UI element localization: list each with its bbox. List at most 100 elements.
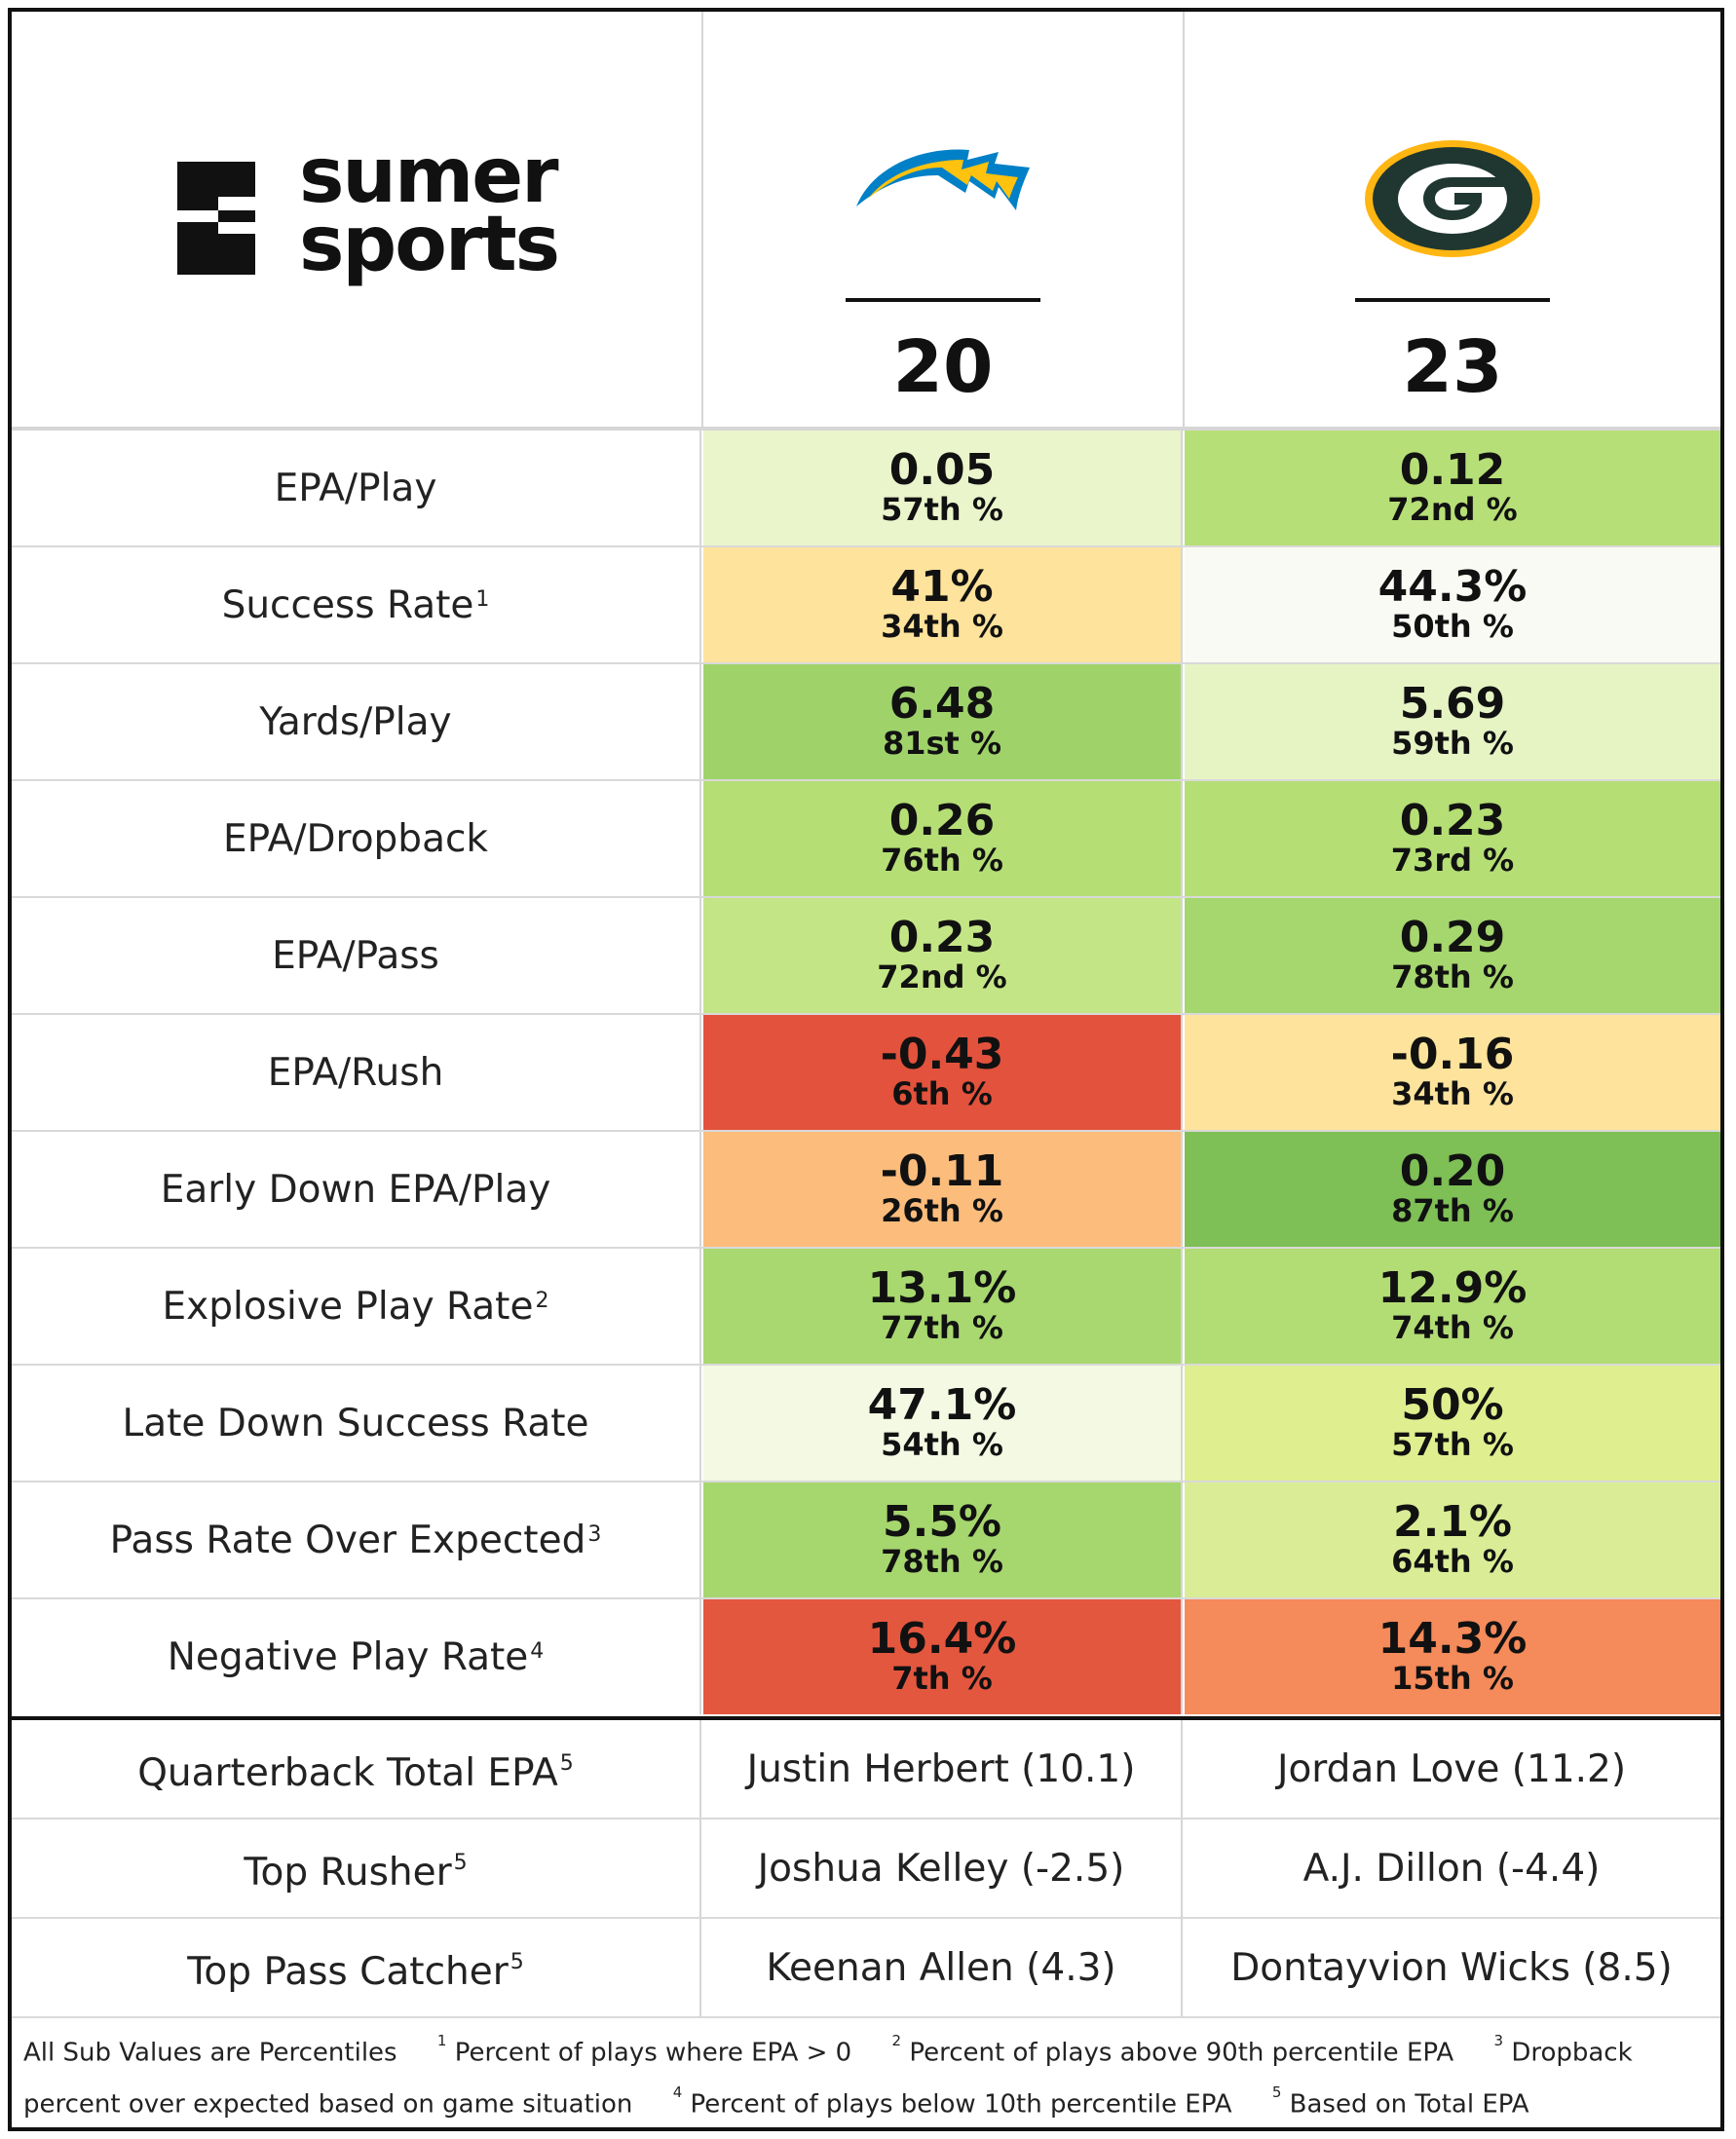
metric-percentile: 57th % xyxy=(881,491,1003,528)
metric-cell-packers: 2.1% 64th % xyxy=(1185,1482,1720,1597)
leader-label: Top Pass Catcher 5 xyxy=(12,1919,701,2016)
metric-cell-chargers: 0.23 72nd % xyxy=(703,898,1183,1013)
metric-cell-packers: 5.69 59th % xyxy=(1185,664,1720,779)
metric-label: Explosive Play Rate 2 xyxy=(12,1249,701,1364)
metric-cell-chargers: 0.26 76th % xyxy=(703,781,1183,896)
leader-cell-packers: A.J. Dillon (-4.4) xyxy=(1302,1846,1601,1891)
metric-row: Pass Rate Over Expected 3 5.5% 78th % 2.1% 64… xyxy=(12,1482,1720,1599)
footnote-text: Percent of plays where EPA > 0 xyxy=(454,2038,852,2068)
brand-logo: sumer sports xyxy=(12,12,701,427)
metric-cell-packers: -0.16 34th % xyxy=(1185,1015,1720,1130)
metric-cell-chargers: 0.05 57th % xyxy=(703,431,1183,545)
leader-row: Quarterback Total EPA 5 Justin Herbert (10… xyxy=(12,1720,1720,1820)
metric-label-text: EPA/Pass xyxy=(272,933,439,978)
metric-value: 44.3% xyxy=(1377,562,1528,612)
metric-value: 0.29 xyxy=(1399,913,1506,962)
metric-value: -0.16 xyxy=(1390,1030,1515,1079)
score-rule xyxy=(846,298,1040,302)
metric-row: Yards/Play 6.48 81st % 5.69 59th % xyxy=(12,664,1720,781)
metric-percentile: 15th % xyxy=(1391,1660,1514,1697)
metric-value: -0.43 xyxy=(880,1030,1004,1079)
brand-wordmark: sumer sports xyxy=(299,132,560,288)
footnote-marker: 5 xyxy=(559,1750,574,1776)
leader-row: Top Pass Catcher 5 Keenan Allen (4.3) Donta… xyxy=(12,1919,1720,2018)
footnote-text: Percent of plays above 90th percentile E… xyxy=(909,2038,1454,2068)
metric-label: Yards/Play xyxy=(12,664,701,779)
metric-percentile: 76th % xyxy=(881,842,1003,879)
footnote-marker: 4 xyxy=(530,1638,545,1664)
metric-cell-packers: 14.3% 15th % xyxy=(1185,1599,1720,1714)
metric-value: 0.23 xyxy=(888,913,996,962)
metric-percentile: 72nd % xyxy=(877,958,1007,995)
metric-label-text: EPA/Dropback xyxy=(223,816,488,861)
metric-row: Late Down Success Rate 47.1% 54th % 50% 57th… xyxy=(12,1366,1720,1482)
section-divider xyxy=(12,1716,1720,1720)
metric-percentile: 54th % xyxy=(881,1426,1003,1463)
metric-percentile: 34th % xyxy=(881,608,1003,645)
metric-label: EPA/Pass xyxy=(12,898,701,1013)
team-column-packers: 23 xyxy=(1185,12,1720,427)
leader-cell-chargers: Justin Herbert (10.1) xyxy=(701,1720,1183,1818)
metric-cell-chargers: 16.4% 7th % xyxy=(703,1599,1183,1714)
metric-percentile: 57th % xyxy=(1391,1426,1514,1463)
metric-percentile: 77th % xyxy=(881,1309,1003,1346)
metric-value: 0.23 xyxy=(1399,796,1506,845)
metric-percentile: 74th % xyxy=(1391,1309,1514,1346)
metric-value: 2.1% xyxy=(1392,1497,1513,1547)
metric-label-text: Explosive Play Rate xyxy=(162,1284,534,1329)
footnote-marker: 5 xyxy=(453,1850,468,1875)
metric-label: Success Rate 1 xyxy=(12,547,701,662)
metric-row: Success Rate 1 41% 34th % 44.3% 50th % xyxy=(12,547,1720,664)
metric-cell-chargers: 41% 34th % xyxy=(703,547,1183,662)
metric-row: Early Down EPA/Play -0.11 26th % 0.20 87th % xyxy=(12,1132,1720,1249)
metric-percentile: 78th % xyxy=(1391,958,1514,995)
metric-value: 50% xyxy=(1401,1380,1504,1430)
leader-label-text: Quarterback Total EPA xyxy=(137,1750,558,1795)
metric-row: EPA/Pass 0.23 72nd % 0.29 78th % xyxy=(12,898,1720,1015)
metric-percentile: 64th % xyxy=(1391,1543,1514,1580)
card-header: sumer sports 20 23 xyxy=(12,12,1720,431)
metric-value: 0.20 xyxy=(1399,1146,1506,1196)
metric-label-text: Success Rate xyxy=(221,582,474,627)
leader-label: Top Rusher 5 xyxy=(12,1820,701,1917)
leader-cell-packers: Jordan Love (11.2) xyxy=(1276,1746,1627,1791)
metric-value: 16.4% xyxy=(867,1614,1017,1664)
packers-g-icon xyxy=(1365,140,1540,257)
metric-row: EPA/Dropback 0.26 76th % 0.23 73rd % xyxy=(12,781,1720,898)
metric-value: 6.48 xyxy=(888,679,996,729)
metric-percentile: 50th % xyxy=(1391,608,1514,645)
footnote-marker: 1 xyxy=(475,586,490,612)
metric-value: 5.69 xyxy=(1399,679,1506,729)
metric-cell-chargers: 13.1% 77th % xyxy=(703,1249,1183,1364)
leader-label: Quarterback Total EPA 5 xyxy=(12,1720,701,1818)
metric-cell-packers: 0.12 72nd % xyxy=(1185,431,1720,545)
metric-cell-packers: 44.3% 50th % xyxy=(1185,547,1720,662)
metric-cell-chargers: -0.43 6th % xyxy=(703,1015,1183,1130)
footnote-marker: 3 xyxy=(587,1521,602,1547)
metric-percentile: 81st % xyxy=(882,725,1002,762)
leader-label-text: Top Pass Catcher xyxy=(187,1949,509,1994)
team-column-chargers: 20 xyxy=(703,12,1183,427)
metric-label-text: EPA/Rush xyxy=(267,1050,444,1095)
metric-label-text: Pass Rate Over Expected xyxy=(109,1518,586,1562)
metric-label-text: Early Down EPA/Play xyxy=(160,1167,551,1212)
metric-cell-packers: 0.29 78th % xyxy=(1185,898,1720,1013)
footnote-text: Dropback percent over expected based on … xyxy=(23,2038,1633,2120)
metric-label: EPA/Rush xyxy=(12,1015,701,1130)
metric-percentile: 6th % xyxy=(891,1075,993,1112)
metric-value: 12.9% xyxy=(1377,1263,1528,1313)
team-comparison-card: sumer sports 20 23 EPA/ xyxy=(8,8,1724,2131)
sumer-sports-logo: sumer sports xyxy=(168,138,577,294)
metric-percentile: 26th % xyxy=(881,1192,1003,1229)
metric-percentile: 7th % xyxy=(891,1660,993,1697)
leader-row: Top Rusher 5 Joshua Kelley (-2.5) A.J. Dill… xyxy=(12,1820,1720,1919)
brand-line-1: sumer xyxy=(299,132,559,220)
metric-row: Negative Play Rate 4 16.4% 7th % 14.3% 15th % xyxy=(12,1599,1720,1716)
metric-label: EPA/Dropback xyxy=(12,781,701,896)
footnote-marker: 2 xyxy=(535,1288,549,1313)
footnote-marker: 5 xyxy=(1271,2083,1282,2101)
footnote-marker: 5 xyxy=(509,1949,524,1974)
brand-line-2: sports xyxy=(299,201,560,288)
metric-percentile: 78th % xyxy=(881,1543,1003,1580)
footnote-marker: 2 xyxy=(891,2032,902,2049)
